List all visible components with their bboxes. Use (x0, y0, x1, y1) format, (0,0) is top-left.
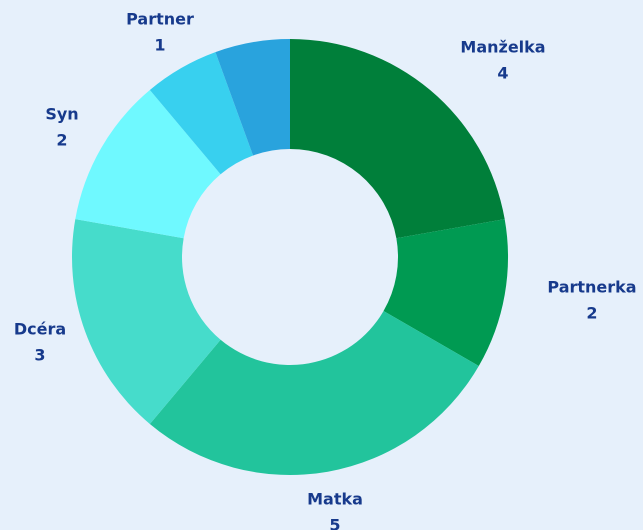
donut-slice (75, 90, 221, 239)
donut-slice (383, 219, 508, 366)
slice-value: 4 (497, 64, 508, 83)
slice-label: Syn (45, 105, 78, 124)
slice-value: 3 (34, 346, 45, 365)
slice-label: Partnerka (547, 278, 636, 297)
slice-label: Manželka (460, 38, 545, 57)
slice-label: Partner (126, 10, 194, 29)
donut-slice (149, 311, 479, 476)
slice-label: Matka (307, 490, 363, 509)
donut-slice (215, 39, 290, 156)
slice-label: Dcéra (14, 320, 66, 339)
slice-value: 2 (56, 131, 67, 150)
slice-value: 1 (154, 36, 165, 55)
donut-slice (149, 52, 254, 175)
slice-value: 2 (586, 304, 597, 323)
slice-value: 5 (329, 516, 340, 530)
donut-slice (290, 39, 505, 239)
donut-slice (72, 219, 221, 424)
